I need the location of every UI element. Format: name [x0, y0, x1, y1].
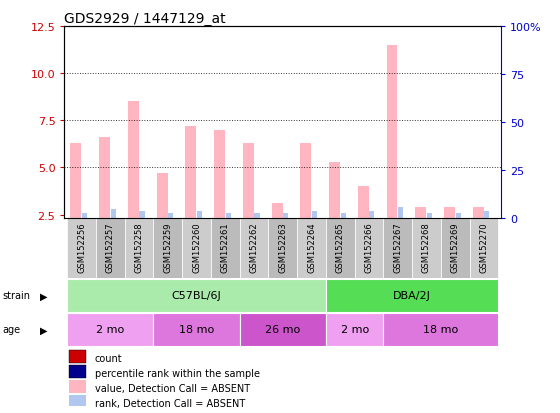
Bar [297, 219, 326, 279]
Bar [283, 213, 288, 219]
Text: 2 mo: 2 mo [340, 325, 369, 335]
Bar [185, 127, 197, 219]
Bar [69, 395, 86, 408]
Text: C57BL/6J: C57BL/6J [172, 291, 221, 301]
Bar [398, 208, 403, 219]
Bar [384, 313, 498, 346]
Bar [300, 144, 311, 219]
Bar [168, 213, 173, 219]
Bar [354, 219, 384, 279]
Bar [444, 208, 455, 219]
Text: percentile rank within the sample: percentile rank within the sample [95, 368, 260, 378]
Bar [82, 213, 87, 219]
Bar [153, 313, 240, 346]
Text: GSM152258: GSM152258 [134, 222, 143, 273]
Bar [67, 313, 153, 346]
Text: strain: strain [3, 291, 31, 301]
Bar [329, 162, 340, 219]
Text: GSM152261: GSM152261 [221, 222, 230, 273]
Bar [470, 219, 498, 279]
Bar [484, 211, 489, 219]
Text: GSM152267: GSM152267 [393, 222, 402, 273]
Bar [254, 213, 259, 219]
Text: GSM152268: GSM152268 [422, 222, 431, 273]
Bar [128, 102, 139, 219]
Text: GSM152259: GSM152259 [164, 222, 172, 272]
Bar [427, 213, 432, 219]
Bar [69, 365, 86, 378]
Text: age: age [3, 325, 21, 335]
Bar [197, 211, 202, 219]
Bar [384, 219, 412, 279]
Bar [182, 219, 211, 279]
Text: 18 mo: 18 mo [179, 325, 214, 335]
Bar [96, 219, 125, 279]
Bar [69, 350, 86, 363]
Bar [243, 144, 254, 219]
Text: 18 mo: 18 mo [423, 325, 459, 335]
Bar [69, 380, 86, 393]
Bar [416, 208, 426, 219]
Bar [326, 219, 354, 279]
Bar [326, 280, 498, 312]
Bar [268, 219, 297, 279]
Bar [240, 313, 326, 346]
Text: 26 mo: 26 mo [265, 325, 300, 335]
Bar [139, 211, 144, 219]
Bar [455, 213, 461, 219]
Bar [153, 219, 182, 279]
Text: GSM152264: GSM152264 [307, 222, 316, 273]
Bar [99, 138, 110, 219]
Text: GSM152270: GSM152270 [479, 222, 488, 273]
Bar [473, 208, 484, 219]
Bar [67, 219, 96, 279]
Text: GSM152260: GSM152260 [192, 222, 201, 273]
Text: GSM152266: GSM152266 [365, 222, 374, 273]
Bar [67, 280, 326, 312]
Bar [71, 144, 81, 219]
Bar [240, 219, 268, 279]
Text: GSM152256: GSM152256 [77, 222, 86, 273]
Bar [386, 46, 398, 219]
Text: rank, Detection Call = ABSENT: rank, Detection Call = ABSENT [95, 399, 245, 408]
Text: count: count [95, 354, 123, 363]
Text: 2 mo: 2 mo [96, 325, 124, 335]
Text: ▶: ▶ [40, 325, 48, 335]
Bar [211, 219, 240, 279]
Bar [157, 174, 167, 219]
Text: GSM152265: GSM152265 [336, 222, 345, 273]
Bar [226, 213, 231, 219]
Text: GSM152263: GSM152263 [278, 222, 287, 273]
Text: GSM152262: GSM152262 [250, 222, 259, 273]
Bar [125, 219, 153, 279]
Bar [214, 131, 225, 219]
Bar [358, 187, 368, 219]
Bar [340, 213, 346, 219]
Bar [111, 209, 116, 219]
Bar [412, 219, 441, 279]
Bar [312, 211, 317, 219]
Text: ▶: ▶ [40, 291, 48, 301]
Bar [272, 204, 282, 219]
Bar [369, 211, 375, 219]
Text: GSM152257: GSM152257 [106, 222, 115, 273]
Text: value, Detection Call = ABSENT: value, Detection Call = ABSENT [95, 383, 250, 394]
Bar [441, 219, 470, 279]
Bar [326, 313, 384, 346]
Text: GDS2929 / 1447129_at: GDS2929 / 1447129_at [64, 12, 226, 26]
Text: GSM152269: GSM152269 [451, 222, 460, 273]
Text: DBA/2J: DBA/2J [393, 291, 431, 301]
